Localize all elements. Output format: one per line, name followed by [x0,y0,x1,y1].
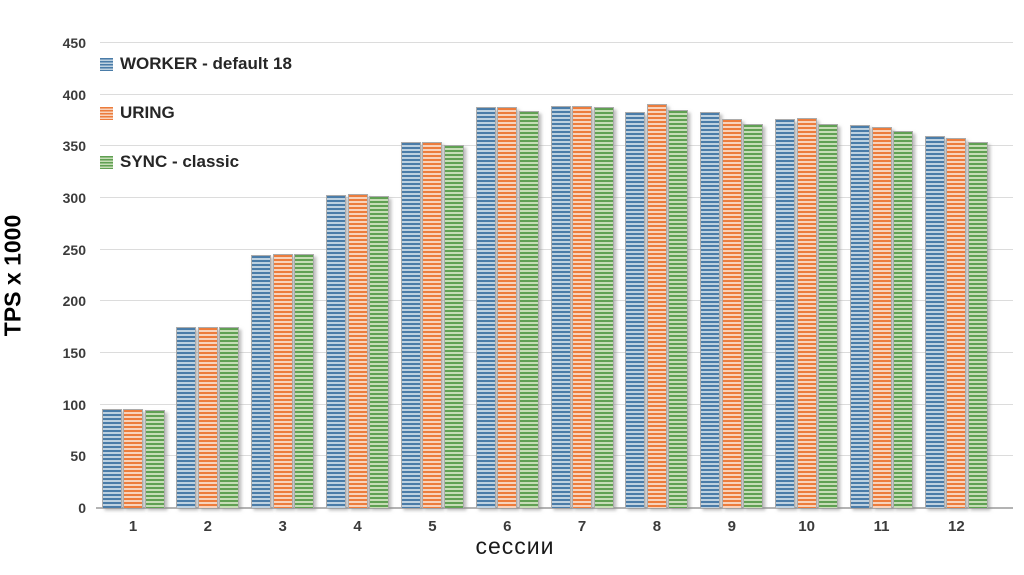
x-tick-label: 9 [727,518,736,535]
legend-entry-worker: WORKER - default 18 [100,54,292,74]
y-tick-label: 50 [70,448,86,465]
bar-worker-session-7 [550,106,571,508]
legend: WORKER - default 18 URING SYNC - classic [100,54,292,201]
bar-worker-session-11 [850,124,870,508]
bar-worker-session-9 [700,112,721,508]
bar-worker-session-4 [326,194,347,508]
bar-worker-session-6 [475,107,496,508]
x-tick-label: 4 [353,518,362,535]
bar-sync-session-11 [893,130,913,508]
legend-marker-sync-icon [100,155,113,169]
x-tick-label: 6 [503,518,512,535]
bar-uring-session-6 [497,107,518,508]
legend-label-worker: WORKER - default 18 [120,54,292,73]
y-tick-label: 100 [62,396,86,413]
y-tick-label: 0 [78,500,86,516]
bar-uring-session-12 [946,138,967,508]
bar-worker-session-5 [400,142,421,508]
legend-marker-worker-icon [100,57,113,71]
x-tick-label: 11 [873,518,890,535]
legend-label-sync: SYNC - classic [120,152,240,171]
bar-sync-session-5 [443,145,464,508]
x-axis-line [96,507,1013,509]
bar-sync-session-12 [967,142,988,508]
bar-worker-session-10 [775,119,796,508]
y-tick-label: 450 [62,35,86,51]
y-tick-label: 300 [62,190,86,206]
bar-uring-session-10 [796,118,817,508]
y-tick-label: 250 [62,241,86,258]
plot-area [96,42,1013,509]
bar-sync-session-6 [518,111,539,508]
gridline [100,93,1013,95]
y-tick-label: 150 [62,345,86,361]
gridline [100,42,1013,43]
bar-uring-session-2 [197,327,218,508]
x-tick-label: 7 [577,518,587,535]
bar-sync-session-10 [818,123,839,508]
bar-sync-session-8 [668,110,689,508]
bar-worker-session-1 [101,408,122,508]
y-tick-label: 400 [62,86,86,103]
legend-entry-uring: URING [100,103,292,123]
y-tick-label: 350 [62,138,86,155]
x-axis-title: сессии [475,533,555,559]
bar-worker-session-8 [625,112,646,508]
x-tick-label: 5 [428,518,437,535]
x-tick-label: 10 [798,518,815,535]
bar-sync-session-9 [743,123,764,508]
bar-uring-session-9 [721,119,742,508]
x-tick-label: 12 [948,518,965,535]
x-tick-label: 1 [128,518,138,535]
bar-sync-session-4 [369,195,390,508]
legend-label-uring: URING [120,103,175,122]
bar-worker-session-3 [251,254,272,508]
bar-uring-session-4 [347,193,368,508]
x-tick-label: 8 [652,518,662,535]
x-tick-label: 3 [278,518,287,535]
bar-sync-session-1 [144,409,165,508]
bar-uring-session-5 [422,142,443,508]
bar-uring-session-7 [572,106,593,508]
bar-worker-session-12 [924,136,945,508]
y-tick-label: 200 [62,293,86,310]
bar-uring-session-1 [123,408,143,508]
bar-sync-session-3 [294,253,315,508]
legend-marker-uring-icon [100,106,113,120]
bar-sync-session-2 [219,327,240,508]
bar-uring-session-11 [871,126,892,508]
bar-worker-session-2 [176,327,197,508]
legend-entry-sync: SYNC - classic [100,152,292,172]
bar-uring-session-3 [272,253,293,508]
bar-sync-session-7 [593,107,614,508]
x-tick-label: 2 [203,518,213,535]
bar-uring-session-8 [646,103,667,508]
